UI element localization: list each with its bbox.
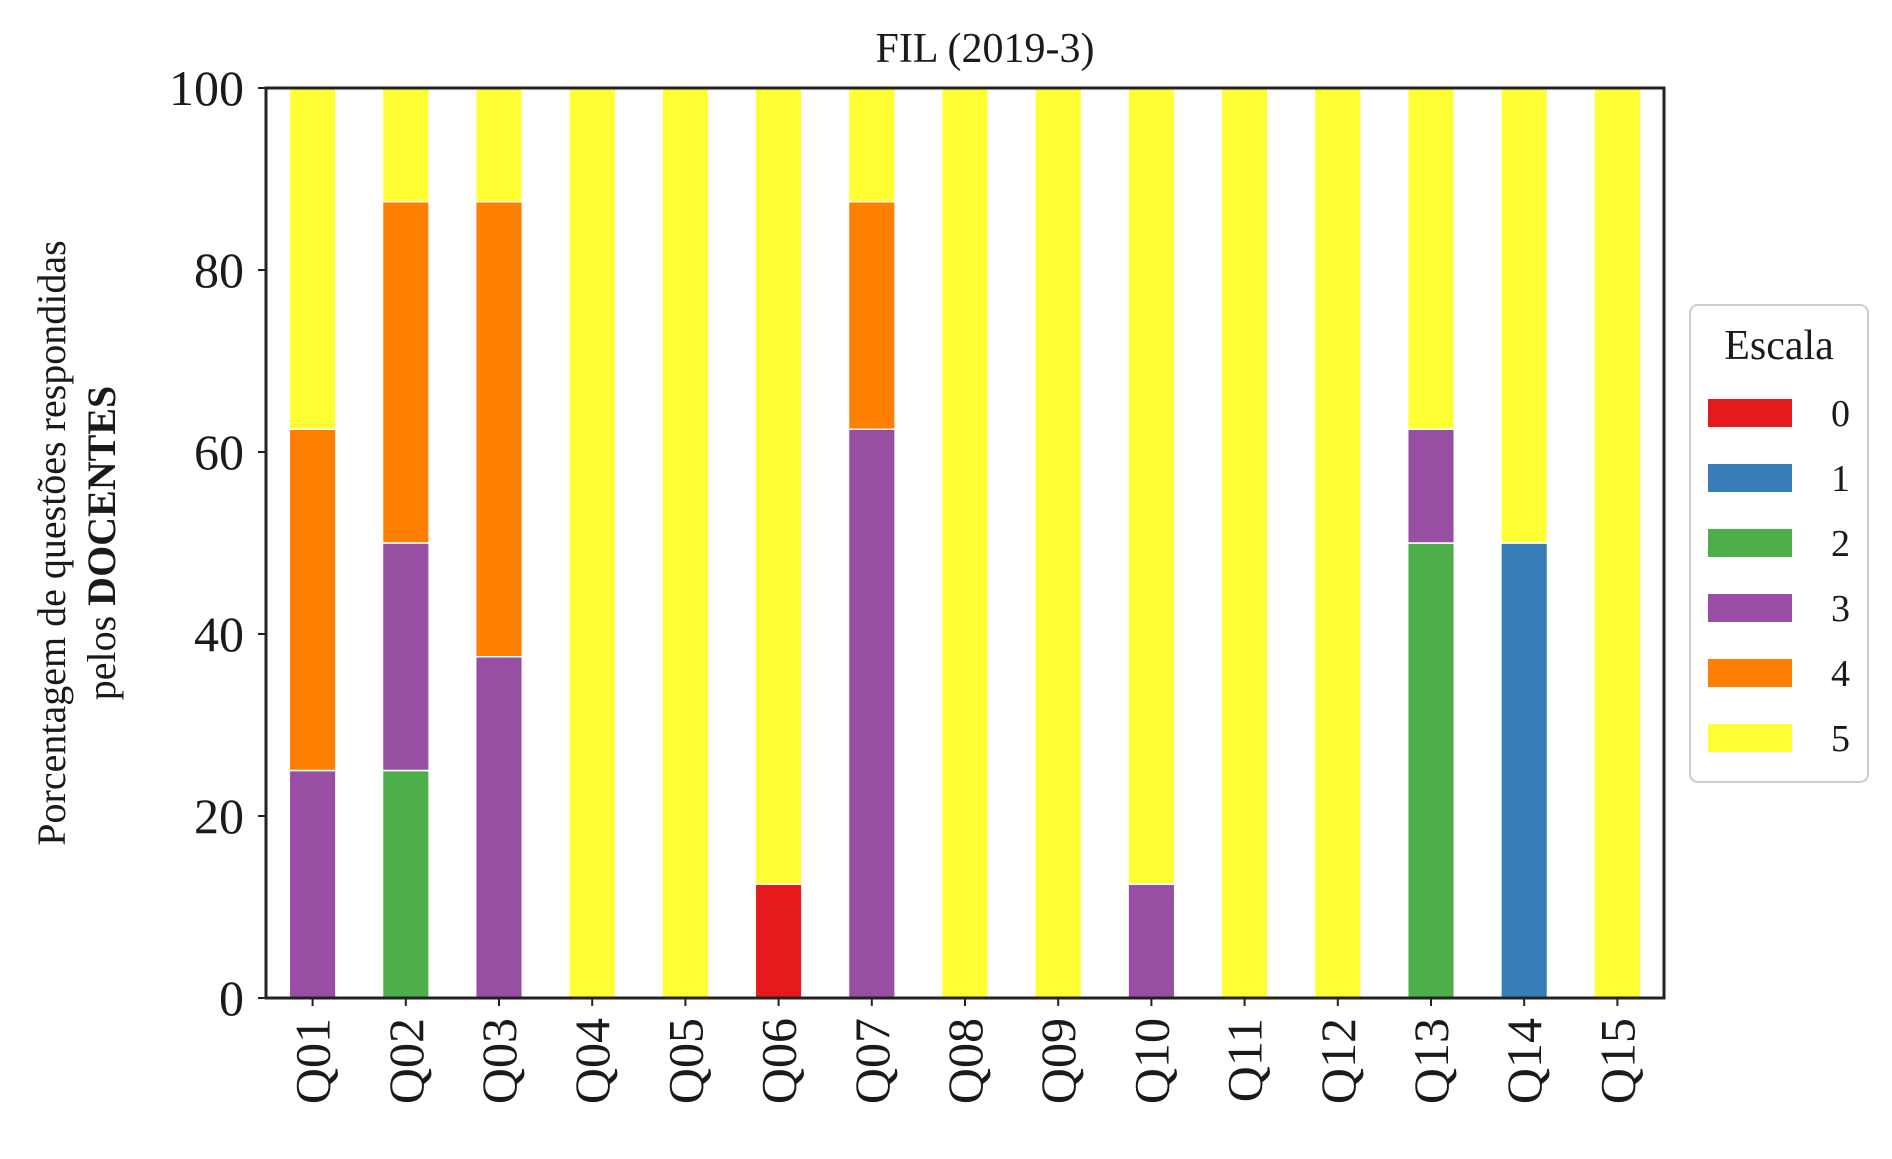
legend-label-5: 5 xyxy=(1831,718,1850,760)
x-tick-label: Q02 xyxy=(378,1018,434,1104)
x-tick-label: Q09 xyxy=(1030,1018,1086,1104)
bar-segment-Q10-level-5 xyxy=(1127,87,1176,885)
bar-segment-Q07-level-5 xyxy=(847,87,896,203)
legend-label-4: 4 xyxy=(1831,653,1850,695)
legend-swatch-3 xyxy=(1708,594,1792,622)
bar-segment-Q15-level-5 xyxy=(1593,87,1642,999)
y-axis-label-prefix: pelos xyxy=(79,606,124,700)
bar-segment-Q04-level-5 xyxy=(568,87,617,999)
y-axis: 0 20 40 60 80 100 xyxy=(169,60,266,1026)
x-tick-label: Q14 xyxy=(1496,1018,1552,1104)
y-tick-label: 60 xyxy=(194,424,244,480)
bar-segment-Q02-level-2 xyxy=(381,769,430,999)
bar-segment-Q01-level-5 xyxy=(288,87,337,430)
x-tick-label: Q05 xyxy=(657,1018,713,1104)
legend-swatch-1 xyxy=(1708,464,1792,492)
bar-segment-Q05-level-5 xyxy=(661,87,710,999)
bars-group xyxy=(288,87,1642,999)
legend-label-1: 1 xyxy=(1831,458,1850,500)
bar-segment-Q01-level-4 xyxy=(288,428,337,772)
x-tick-label: Q07 xyxy=(844,1018,900,1104)
y-axis-label: Porcentagem de questões respondidas pelo… xyxy=(29,240,124,845)
chart-title: FIL (2019-3) xyxy=(876,26,1095,72)
bar-segment-Q02-level-5 xyxy=(381,87,430,203)
y-tick-label: 80 xyxy=(194,242,244,298)
x-tick-label: Q04 xyxy=(564,1018,620,1104)
x-tick-label: Q11 xyxy=(1217,1018,1273,1102)
bar-segment-Q06-level-5 xyxy=(754,87,803,885)
legend-label-2: 2 xyxy=(1831,523,1850,565)
legend-title: Escala xyxy=(1724,323,1834,369)
bar-segment-Q03-level-4 xyxy=(474,201,524,658)
y-axis-label-line2: pelos DOCENTES xyxy=(79,386,124,701)
y-tick-label: 0 xyxy=(219,970,244,1026)
y-tick-label: 100 xyxy=(169,60,244,116)
bar-segment-Q03-level-3 xyxy=(474,656,524,999)
bar-segment-Q08-level-5 xyxy=(940,87,990,999)
y-axis-label-line1: Porcentagem de questões respondidas xyxy=(29,240,74,845)
legend-items: 0 1 2 3 4 5 xyxy=(1708,393,1850,760)
x-tick-label: Q03 xyxy=(471,1018,527,1104)
legend-swatch-4 xyxy=(1708,659,1792,687)
legend: Escala 0 1 2 3 4 5 xyxy=(1689,304,1869,783)
bar-segment-Q03-level-5 xyxy=(474,87,524,203)
bar-segment-Q07-level-3 xyxy=(847,428,896,999)
bar-segment-Q06-level-0 xyxy=(754,883,803,999)
x-tick-label: Q13 xyxy=(1403,1018,1459,1104)
bar-segment-Q13-level-5 xyxy=(1406,87,1456,430)
y-axis-label-bold: DOCENTES xyxy=(79,386,124,606)
legend-swatch-2 xyxy=(1708,529,1792,557)
x-tick-label: Q10 xyxy=(1123,1018,1179,1104)
x-tick-label: Q08 xyxy=(937,1018,993,1104)
bar-segment-Q02-level-3 xyxy=(381,542,430,772)
legend-swatch-5 xyxy=(1708,724,1792,752)
legend-label-3: 3 xyxy=(1831,588,1850,630)
bar-segment-Q12-level-5 xyxy=(1313,87,1362,999)
y-tick-label: 40 xyxy=(194,606,244,662)
bar-segment-Q01-level-3 xyxy=(288,769,337,999)
legend-swatch-0 xyxy=(1708,399,1792,427)
bar-segment-Q11-level-5 xyxy=(1220,87,1269,999)
bar-segment-Q07-level-4 xyxy=(847,201,896,430)
x-tick-label: Q12 xyxy=(1310,1018,1366,1104)
x-axis: Q01 Q02 Q03 Q04 Q05 Q06 Q07 Q08 Q09 Q10 Q11 Q12 Q13 Q… xyxy=(285,998,1645,1104)
bar-segment-Q13-level-3 xyxy=(1406,428,1456,544)
bar-segment-Q02-level-4 xyxy=(381,201,430,544)
bar-segment-Q14-level-1 xyxy=(1500,542,1549,999)
bar-segment-Q09-level-5 xyxy=(1034,87,1083,999)
bar-segment-Q14-level-5 xyxy=(1500,87,1549,544)
bar-segment-Q10-level-3 xyxy=(1127,883,1176,999)
x-tick-label: Q06 xyxy=(751,1018,807,1104)
y-tick-label: 20 xyxy=(194,788,244,844)
legend-label-0: 0 xyxy=(1831,393,1850,435)
x-tick-label: Q01 xyxy=(285,1018,341,1104)
x-tick-label: Q15 xyxy=(1589,1018,1645,1104)
bar-segment-Q13-level-2 xyxy=(1406,542,1456,999)
